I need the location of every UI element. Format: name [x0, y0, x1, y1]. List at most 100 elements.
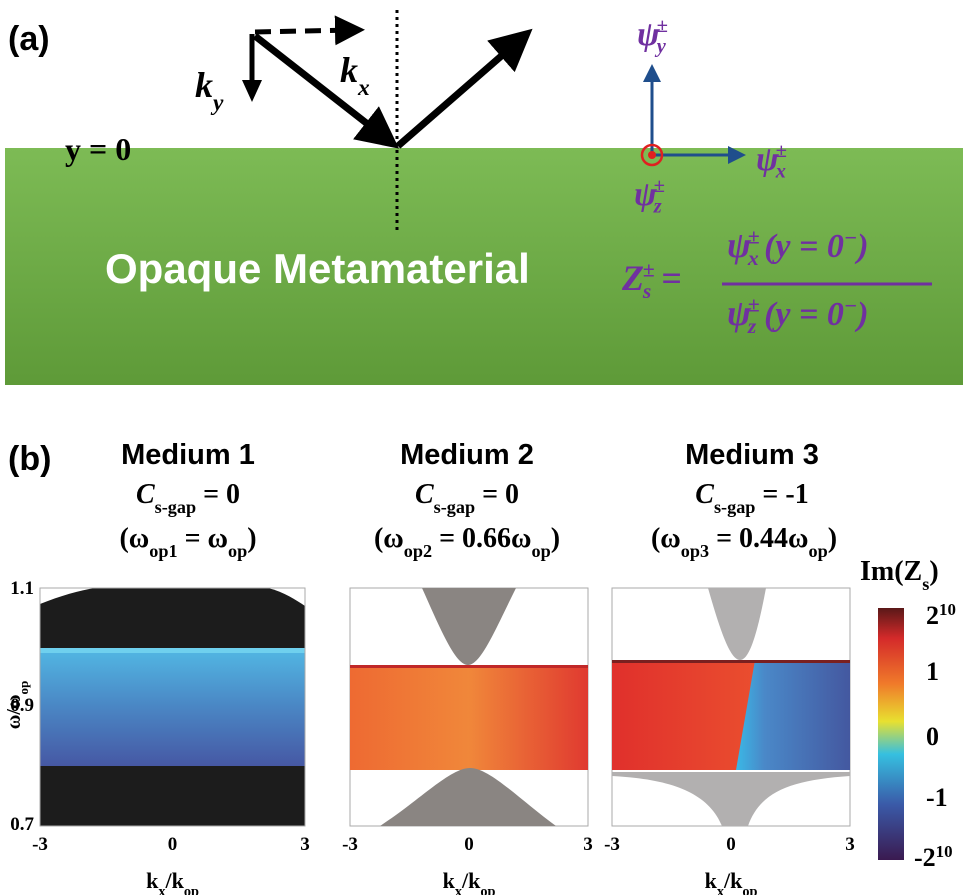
subscript: x [455, 884, 463, 895]
contour-lower [612, 772, 850, 826]
x-axis-label: kx/kop [443, 868, 496, 895]
formula-denominator: ψ [727, 293, 752, 333]
subscript: op2 [404, 541, 432, 561]
contour-edge [612, 660, 850, 663]
text-part: -2 [914, 843, 936, 872]
text-part: (ω [651, 523, 681, 554]
colorbar [878, 608, 904, 860]
contour-upper [708, 588, 766, 660]
superscript: ± [748, 224, 760, 248]
colorbar-tick-label: -1 [926, 783, 948, 812]
z-axis-dot [648, 151, 656, 159]
text-part: = 0 [475, 479, 519, 510]
frequency-label: (ωop3 = 0.44ωop) [651, 523, 837, 561]
subscript: s-gap [155, 497, 196, 517]
text-part: = 0.66ω [432, 523, 531, 554]
text-part: /k [461, 868, 481, 893]
subscript: op [531, 541, 550, 561]
frequency-label: (ωop2 = 0.66ωop) [374, 523, 560, 561]
subscript: z [747, 314, 757, 338]
text-part: ) [854, 296, 868, 333]
colorbar-tick-label: 1 [926, 657, 939, 686]
metamaterial [5, 148, 963, 385]
plot-1 [39, 587, 306, 827]
subscript: s-gap [434, 497, 475, 517]
text-part: ) [551, 523, 560, 554]
x-axis-label: kx/kop [705, 868, 758, 895]
incident-arrow [252, 33, 400, 149]
contour-edge [40, 648, 305, 653]
superscript: − [844, 225, 857, 250]
medium-title: Medium 3 [685, 439, 819, 471]
superscript: 10 [936, 842, 953, 861]
contour-edge [350, 665, 588, 668]
subscript: op [228, 541, 247, 561]
text-part: (ω [119, 523, 149, 554]
superscript: ± [748, 292, 760, 316]
ky-arrowhead [242, 80, 262, 102]
colorbar-tick-label: -210 [914, 842, 953, 873]
contour-lower [380, 768, 556, 826]
x-axis-label: kx/kop [146, 868, 199, 895]
plot-2 [349, 587, 589, 827]
text-part: ) [828, 523, 837, 554]
text-part: = ω [178, 523, 228, 554]
text-part: /k [164, 868, 184, 893]
contour-band [40, 648, 305, 766]
formula-eq: = [661, 258, 682, 298]
superscript: ± [643, 257, 655, 281]
colorbar-tick-label: 0 [926, 722, 939, 751]
subscript: s [922, 574, 929, 594]
text-part: = 0.44ω [709, 523, 808, 554]
x-tick-label: 0 [168, 834, 178, 855]
text-part: k [340, 50, 358, 90]
psi-y: ψ [637, 16, 660, 53]
text-part: k [195, 65, 213, 105]
reflected-arrow [395, 28, 533, 149]
superscript: 10 [939, 600, 956, 619]
x-tick-label: 0 [464, 834, 474, 855]
subscript: z [653, 195, 662, 217]
panel-label: (a) [8, 20, 50, 58]
kx-arrow [254, 15, 365, 46]
kx-label: kx [340, 50, 370, 101]
x-tick-label: 3 [300, 834, 310, 855]
ky-label: ky [195, 65, 224, 116]
text-part: k [705, 868, 718, 893]
subscript: s [642, 279, 651, 303]
x-tick-label: 3 [583, 834, 593, 855]
medium-title: Medium 2 [400, 439, 534, 471]
psi-z: ψ [634, 176, 657, 213]
subscript: x [717, 884, 725, 895]
material-label: Opaque Metamaterial [105, 245, 530, 292]
text-part: (ω [374, 523, 404, 554]
text-part: = 0 [196, 479, 240, 510]
superscript: ± [776, 140, 787, 162]
x-tick-label: 3 [845, 834, 855, 855]
text-part: ) [929, 556, 938, 587]
text-part: k [443, 868, 456, 893]
superscript: ± [657, 15, 668, 37]
superscript: ± [654, 175, 665, 197]
medium-title: Medium 1 [121, 439, 255, 471]
x-tick-label: -3 [604, 834, 620, 855]
x-tick-label: -3 [32, 834, 48, 855]
plot-frame [39, 587, 306, 827]
subscript: op [16, 681, 31, 695]
formula-denominator-arg: (y = 0−) [764, 293, 869, 334]
text-part: Im(Z [860, 556, 922, 587]
y-axis-label: ω/ωop [3, 681, 31, 730]
text-part: ) [247, 523, 256, 554]
subscript: op1 [149, 541, 177, 561]
y-tick-label: 0.9 [10, 695, 34, 716]
formula-numerator-arg: (y = 0−) [764, 225, 869, 266]
text-part: C [415, 479, 434, 510]
z-axis-circle [640, 143, 664, 167]
superscript: − [844, 293, 857, 318]
gap-label: Cs-gap = 0 [136, 479, 240, 517]
text-part: ω/ω [3, 694, 25, 729]
gap-label: Cs-gap = -1 [695, 479, 808, 517]
contour-negative [736, 660, 850, 770]
formula-lhs: Z [621, 258, 644, 298]
